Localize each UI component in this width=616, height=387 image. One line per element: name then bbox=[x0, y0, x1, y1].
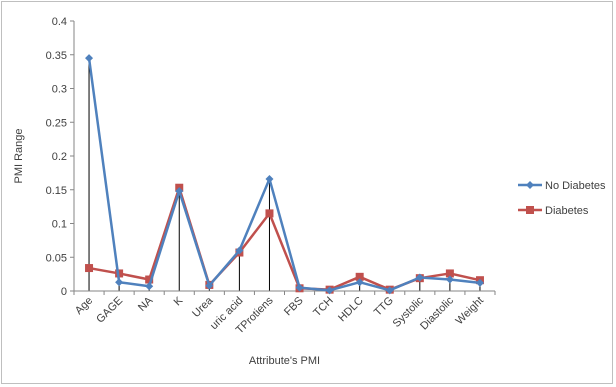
x-tick-label: FBS bbox=[282, 295, 306, 319]
data-point bbox=[145, 275, 154, 284]
x-tick-label: Diastolic bbox=[418, 294, 456, 332]
data-point bbox=[235, 246, 244, 255]
data-point bbox=[355, 278, 364, 287]
data-point bbox=[205, 281, 214, 290]
x-tick-label: TTG bbox=[372, 295, 396, 319]
data-point bbox=[325, 286, 334, 295]
x-tick-label: Weight bbox=[454, 295, 487, 328]
legend-marker bbox=[526, 206, 534, 214]
x-tick-label: Age bbox=[73, 295, 95, 317]
data-point bbox=[85, 54, 94, 63]
series-layer bbox=[85, 54, 484, 295]
y-tick-label: 0.1 bbox=[52, 219, 67, 231]
series-no-diabetes bbox=[85, 54, 484, 295]
x-tick-label: GAGE bbox=[94, 295, 125, 326]
x-axis-title: Attribute's PMI bbox=[249, 355, 320, 367]
data-point bbox=[115, 278, 124, 287]
data-point bbox=[265, 174, 274, 183]
data-point bbox=[445, 269, 454, 278]
x-tick-label: HDLC bbox=[336, 295, 366, 325]
legend-marker bbox=[526, 181, 534, 189]
data-point bbox=[415, 273, 424, 282]
axes bbox=[70, 20, 496, 295]
drop-lines bbox=[88, 58, 481, 291]
legend-label: Diabetes bbox=[545, 205, 589, 217]
data-point bbox=[175, 187, 184, 196]
y-tick-label: 0.2 bbox=[52, 151, 67, 163]
y-tick-label: 0.05 bbox=[46, 252, 67, 264]
x-tick-label: NA bbox=[136, 294, 156, 314]
x-tick-label: K bbox=[172, 294, 186, 308]
x-tick-label: Urea bbox=[190, 294, 216, 320]
series-line bbox=[87, 57, 481, 292]
legend-item: No Diabetes bbox=[518, 180, 606, 192]
y-axis-title: PMI Range bbox=[13, 128, 25, 183]
y-tick-label: 0.3 bbox=[52, 84, 67, 96]
data-point bbox=[295, 283, 304, 292]
data-point bbox=[355, 272, 364, 281]
data-point bbox=[85, 264, 94, 273]
legend-label: No Diabetes bbox=[545, 180, 606, 192]
y-tick-label: 0.4 bbox=[52, 16, 67, 28]
y-tick-label: 0 bbox=[61, 286, 67, 298]
legend: No Diabetes Diabetes bbox=[518, 180, 606, 217]
y-tick-label: 0.35 bbox=[46, 50, 67, 62]
data-point bbox=[445, 275, 454, 284]
y-tick-label: 0.25 bbox=[46, 117, 67, 129]
data-point bbox=[385, 286, 394, 295]
legend-item: Diabetes bbox=[518, 205, 589, 217]
data-point bbox=[145, 282, 154, 291]
data-point bbox=[475, 278, 484, 287]
x-tick-label: TCH bbox=[311, 295, 336, 320]
y-tick-label: 0.15 bbox=[46, 185, 67, 197]
data-point bbox=[265, 209, 274, 218]
